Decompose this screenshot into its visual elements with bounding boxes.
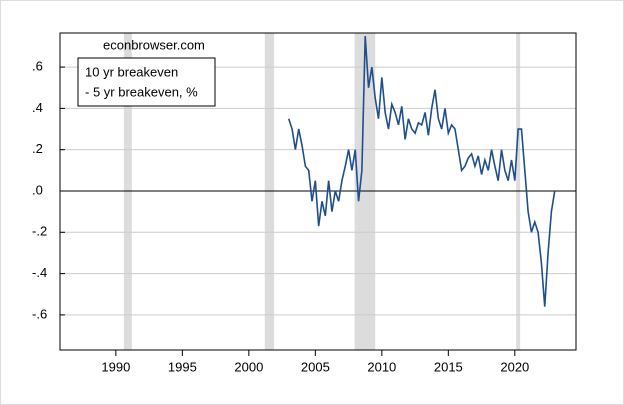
annotation: econbrowser.com	[103, 37, 205, 52]
legend-text: 10 yr breakeven	[85, 64, 178, 79]
legend-box	[77, 57, 216, 107]
recession-shade	[264, 33, 275, 350]
y-tick-label: .6	[32, 59, 43, 74]
x-tick-label: 2020	[500, 359, 529, 374]
plot-frame	[59, 32, 577, 351]
y-tick-label: .4	[32, 100, 43, 115]
y-tick-label: -.2	[32, 224, 47, 239]
x-tick-label: 2005	[301, 359, 330, 374]
y-tick-label: .0	[32, 182, 43, 197]
legend-text: - 5 yr breakeven, %	[85, 84, 198, 99]
x-tick-label: 2015	[434, 359, 463, 374]
plot-area	[60, 33, 576, 350]
y-tick-label: -.6	[32, 306, 47, 321]
y-tick-label: -.4	[32, 265, 47, 280]
y-tick-label: .2	[32, 141, 43, 156]
x-tick-label: 1990	[101, 359, 130, 374]
recession-shade	[123, 33, 132, 350]
recession-shade	[354, 33, 376, 350]
x-tick-label: 2010	[367, 359, 396, 374]
data-line	[287, 36, 556, 307]
x-tick-label: 2000	[234, 359, 263, 374]
x-tick-label: 1995	[168, 359, 197, 374]
recession-shade	[516, 33, 521, 350]
